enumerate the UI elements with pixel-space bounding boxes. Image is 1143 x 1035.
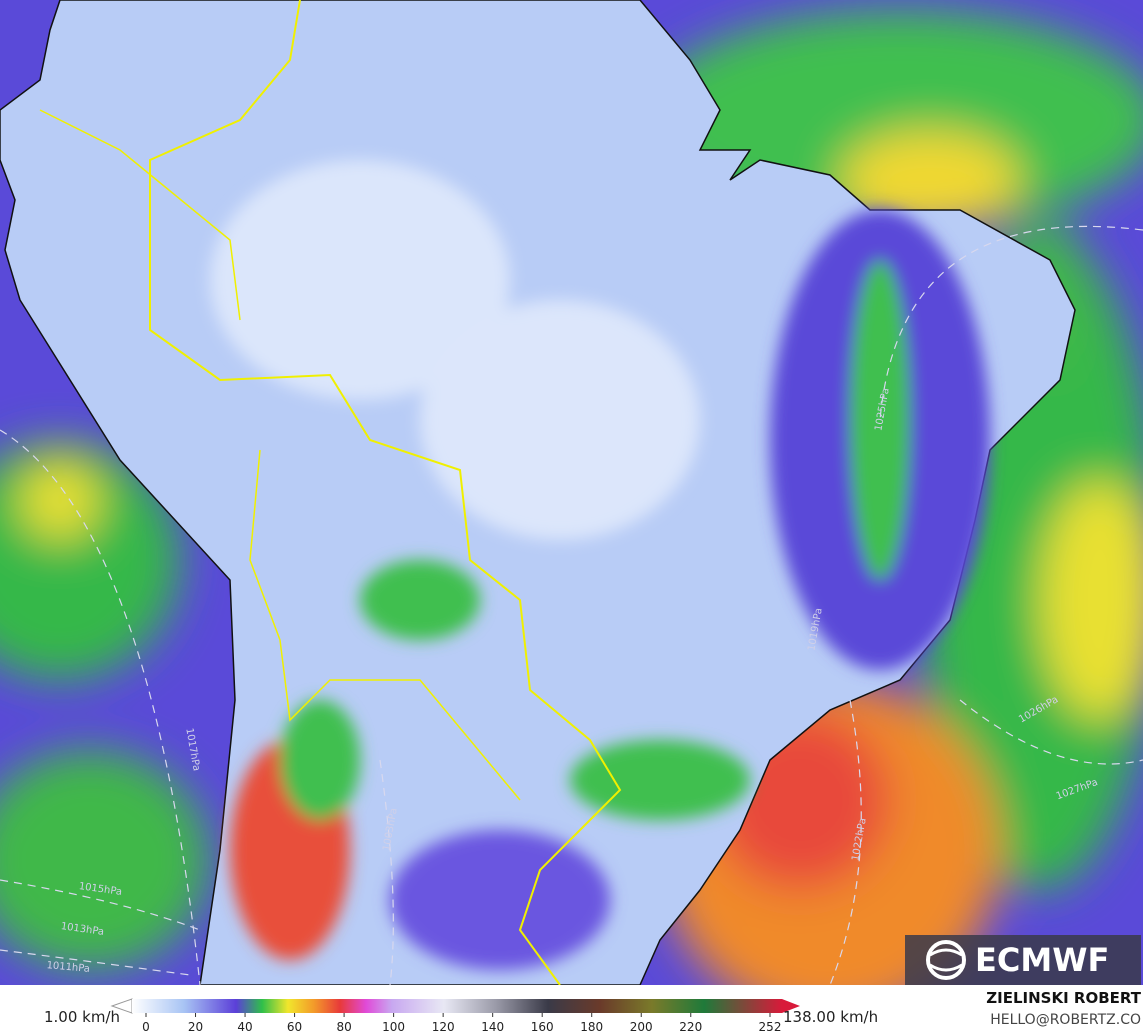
credit-contact: HELLO@ROBERTZ.CO [990, 1012, 1141, 1028]
logo-text: ECMWF [975, 941, 1109, 979]
isobar-label: 1011hPa [46, 960, 90, 975]
colorbar-tick-label: 100 [382, 1020, 405, 1034]
colorbar-tick-label: 180 [580, 1020, 603, 1034]
colorbar-gradient [132, 999, 782, 1013]
colorbar-tick-label: 80 [336, 1020, 351, 1034]
colorbar: 1.00 km/h 138.00 km/h 0 20 40 60 80 100 120 140… [44, 998, 878, 1034]
colorbar-tick-label: 160 [531, 1020, 554, 1034]
colorbar-tick-label: 0 [142, 1020, 150, 1034]
colorbar-tick-label: 60 [287, 1020, 302, 1034]
colorbar-tick-label: 120 [432, 1020, 455, 1034]
colorbar-tick-label: 200 [630, 1020, 653, 1034]
country-border [249, 449, 521, 801]
colorbar-max-arrow [782, 999, 800, 1013]
colorbar-tick-label: 220 [679, 1020, 702, 1034]
wind-field [0, 10, 1143, 985]
colorbar-tick-label: 20 [188, 1020, 203, 1034]
country-border [39, 109, 241, 321]
brazil-border [149, 0, 622, 985]
colorbar-tick-label: 40 [237, 1020, 252, 1034]
credit-author: ZIELINSKI ROBERT [986, 989, 1141, 1007]
colorbar-max-label: 138.00 km/h [783, 1008, 878, 1026]
colorbar-tick-label: 140 [481, 1020, 504, 1034]
colorbar-min-label: 1.00 km/h [44, 1008, 120, 1026]
colorbar-tick-label: 252 [759, 1020, 782, 1034]
logo-box: ECMWF [905, 935, 1141, 985]
land-wind [210, 160, 990, 970]
isobar-lines [0, 225, 1143, 985]
